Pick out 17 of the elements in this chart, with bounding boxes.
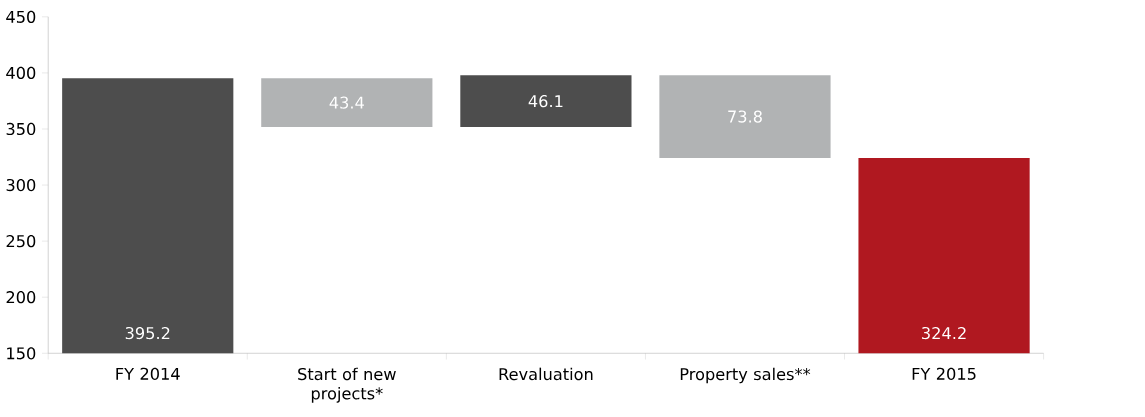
data-label: 395.2 [125,327,170,340]
y-tick-label: 350 [6,122,36,136]
data-label: 46.1 [528,95,563,108]
x-tick-label: Revaluation [499,367,593,381]
x-tick-label: FY 2014 [116,367,180,380]
y-tick-label: 300 [6,179,36,192]
x-tick-label: Start of new projects* [298,367,396,403]
y-tick-label: 200 [6,291,36,304]
y-tick-label: 450 [6,10,36,24]
y-tick-label: 250 [6,235,36,248]
y-tick-label: 400 [6,66,36,80]
data-label: 324.2 [922,327,966,340]
data-label: 73.8 [728,110,762,123]
x-tick-label: Property sales** [680,367,811,384]
y-tick-label: 150 [7,347,36,360]
x-tick-label: FY 2015 [912,367,976,380]
data-label: 43.4 [329,96,364,109]
